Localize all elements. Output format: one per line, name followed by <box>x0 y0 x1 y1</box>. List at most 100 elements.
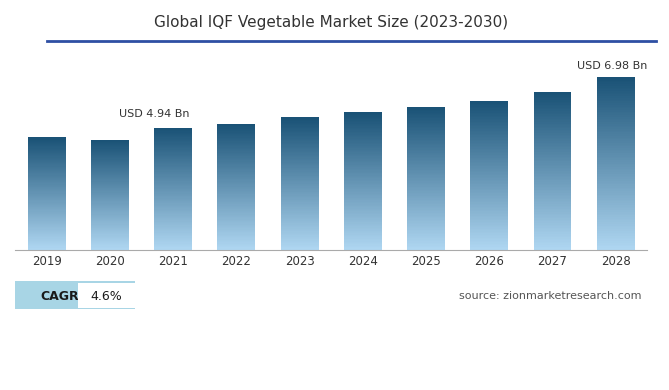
Bar <box>27 225 66 226</box>
Bar <box>533 223 571 225</box>
Bar <box>344 248 382 250</box>
Bar <box>154 163 192 164</box>
Bar <box>533 92 571 94</box>
Bar <box>470 189 508 190</box>
Bar <box>27 206 66 207</box>
Bar <box>217 183 256 184</box>
Bar <box>533 94 571 95</box>
Bar <box>280 206 318 207</box>
Bar <box>407 183 445 184</box>
Bar <box>217 135 256 136</box>
Bar <box>470 211 508 213</box>
Bar <box>280 231 318 232</box>
Bar <box>27 219 66 221</box>
Bar <box>533 248 571 250</box>
Bar <box>91 151 129 152</box>
Bar <box>533 199 571 201</box>
Bar <box>280 149 318 151</box>
Bar <box>217 189 256 191</box>
Bar <box>154 225 192 227</box>
Bar <box>280 142 318 144</box>
Bar <box>280 189 318 190</box>
Bar <box>344 243 382 244</box>
Bar <box>27 176 66 177</box>
Bar <box>344 112 382 114</box>
Bar <box>470 190 508 192</box>
Bar <box>217 188 256 189</box>
Bar <box>91 190 129 191</box>
Bar <box>27 199 66 200</box>
Bar <box>280 239 318 241</box>
Bar <box>407 172 445 174</box>
Bar <box>154 206 192 207</box>
Bar <box>280 133 318 135</box>
Bar <box>470 150 508 152</box>
Bar <box>344 158 382 159</box>
Bar <box>217 139 256 140</box>
Bar <box>597 122 635 124</box>
Bar <box>344 211 382 213</box>
Bar <box>27 153 66 154</box>
Bar <box>470 129 508 131</box>
Bar <box>280 193 318 194</box>
Bar <box>597 105 635 106</box>
Bar <box>533 127 571 128</box>
Bar <box>344 246 382 247</box>
Bar <box>533 201 571 202</box>
Bar <box>27 234 66 235</box>
Bar <box>344 247 382 248</box>
Bar <box>217 154 256 155</box>
Bar <box>217 233 256 235</box>
Bar <box>217 232 256 234</box>
Bar <box>597 158 635 160</box>
Bar <box>470 196 508 198</box>
Bar <box>470 227 508 229</box>
Bar <box>470 116 508 117</box>
Title: Global IQF Vegetable Market Size (2023-2030): Global IQF Vegetable Market Size (2023-2… <box>154 15 508 30</box>
Bar <box>470 114 508 116</box>
Bar <box>217 149 256 150</box>
Bar <box>597 236 635 238</box>
Bar <box>154 177 192 179</box>
Bar <box>470 140 508 141</box>
Bar <box>470 223 508 225</box>
FancyBboxPatch shape <box>15 282 135 309</box>
Bar <box>407 191 445 193</box>
Bar <box>597 186 635 188</box>
Bar <box>91 231 129 232</box>
Bar <box>217 208 256 209</box>
Bar <box>407 201 445 203</box>
Bar <box>154 137 192 139</box>
Bar <box>344 226 382 228</box>
Bar <box>27 151 66 152</box>
Bar <box>154 239 192 240</box>
Bar <box>344 173 382 174</box>
Bar <box>407 163 445 164</box>
Bar <box>154 136 192 137</box>
Bar <box>217 203 256 204</box>
Bar <box>470 214 508 216</box>
Bar <box>407 121 445 122</box>
Bar <box>154 195 192 196</box>
Bar <box>470 241 508 242</box>
Bar <box>217 204 256 206</box>
Bar <box>91 163 129 164</box>
Bar <box>470 131 508 132</box>
Bar <box>280 238 318 239</box>
Bar <box>154 179 192 180</box>
Bar <box>533 101 571 103</box>
Bar <box>470 168 508 169</box>
Bar <box>407 202 445 204</box>
Bar <box>154 192 192 193</box>
Bar <box>217 245 256 246</box>
Bar <box>344 241 382 243</box>
Bar <box>91 184 129 185</box>
Bar <box>470 245 508 247</box>
Bar <box>407 157 445 158</box>
Bar <box>217 207 256 208</box>
Bar <box>533 131 571 133</box>
Bar <box>154 168 192 169</box>
Bar <box>91 162 129 163</box>
Bar <box>407 248 445 250</box>
Bar <box>470 200 508 202</box>
